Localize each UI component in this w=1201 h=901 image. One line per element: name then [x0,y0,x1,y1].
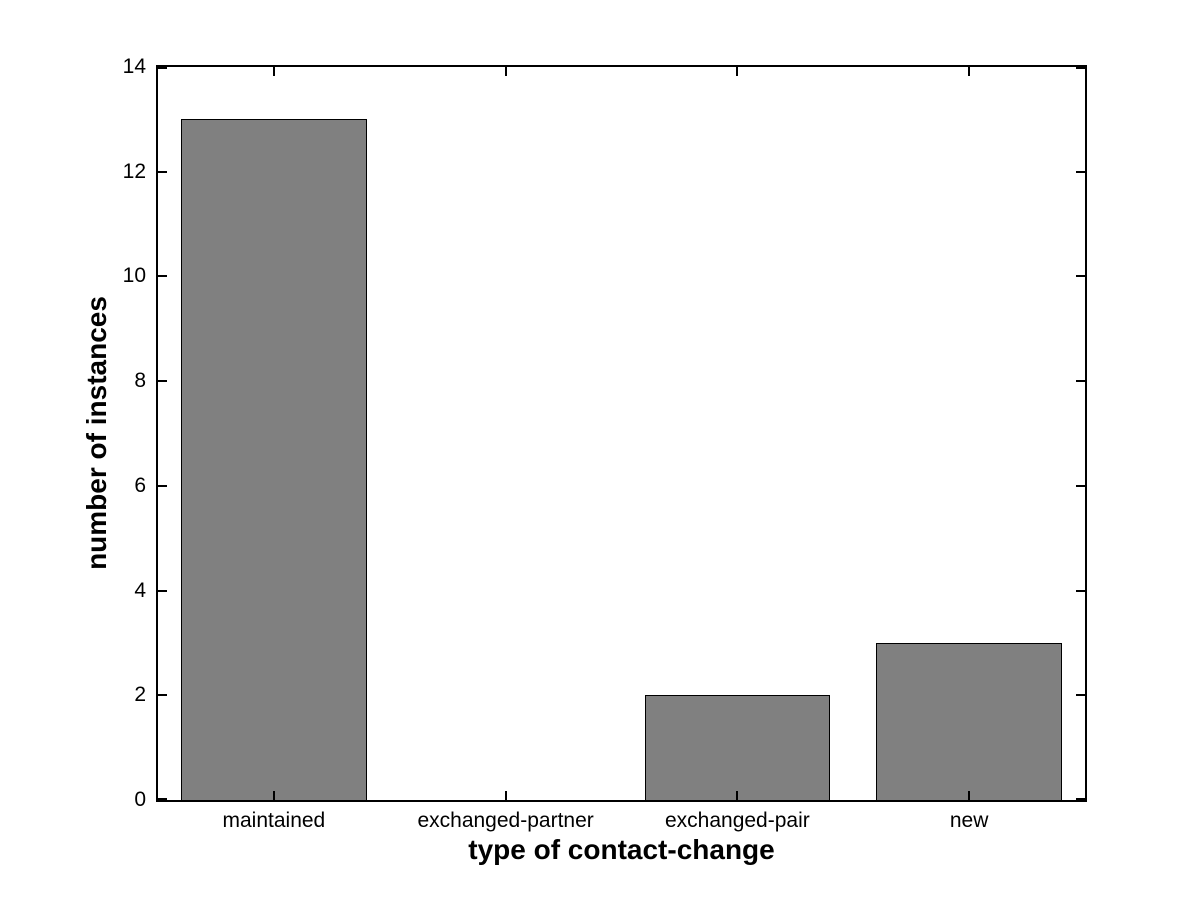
y-tick-label: 14 [122,55,146,78]
x-tick [736,791,739,800]
y-tick-label: 4 [134,578,146,602]
y-tick [158,798,167,800]
y-tick [158,589,167,592]
x-tick [968,791,971,800]
y-tick [158,67,167,69]
x-tick [272,67,275,76]
y-tick [158,484,167,487]
y-tick [1076,798,1085,800]
y-tick [1076,67,1085,69]
y-tick [158,275,167,278]
x-tick [504,791,507,800]
y-axis-label: number of instances [81,296,112,570]
y-tick [1076,484,1085,487]
plot-area [156,65,1087,802]
x-tick-label: exchanged-partner [417,809,594,832]
y-tick [1076,694,1085,697]
x-tick-label: maintained [222,809,326,832]
bar-exchanged-pair [644,695,831,800]
y-tick [158,694,167,697]
y-tick-label: 10 [122,264,146,288]
x-tick [736,67,739,76]
y-tick-label: 2 [134,683,146,707]
y-tick-label: 12 [122,159,146,183]
y-tick [1076,380,1085,383]
y-tick-label: 6 [134,473,146,497]
x-tick [968,67,971,76]
y-tick [158,380,167,383]
y-tick-label: 0 [134,788,146,811]
x-tick-label: new [949,809,989,832]
x-tick-label: exchanged-pair [664,809,810,832]
y-tick-label: 8 [134,369,146,393]
bar-maintained [181,119,367,800]
x-tick [272,791,275,800]
bar-new [876,642,1062,800]
y-tick [158,170,167,173]
y-tick [1076,170,1085,173]
y-tick [1076,275,1085,278]
x-axis-label: type of contact-change [468,834,775,865]
x-tick [504,67,507,76]
y-tick [1076,589,1085,592]
